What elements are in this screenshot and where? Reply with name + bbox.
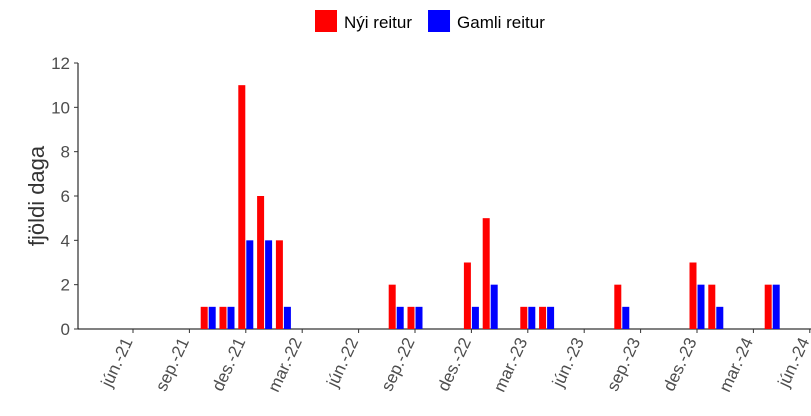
x-tick-label: jún.-21 bbox=[97, 335, 137, 391]
bar bbox=[388, 284, 396, 329]
bar bbox=[208, 306, 216, 329]
bar bbox=[265, 240, 273, 329]
x-tick-label: sep.-23 bbox=[603, 335, 644, 394]
bar bbox=[708, 284, 716, 329]
x-tick-label: sep.-22 bbox=[377, 335, 418, 394]
bar bbox=[415, 306, 423, 329]
x-tick-label: des.-22 bbox=[434, 335, 475, 394]
bar bbox=[200, 306, 208, 329]
bar bbox=[697, 284, 705, 329]
legend-label: Nýi reitur bbox=[344, 13, 412, 32]
bar bbox=[219, 306, 227, 329]
bar bbox=[539, 306, 547, 329]
x-tick-label: sep.-21 bbox=[152, 335, 193, 394]
bar bbox=[689, 262, 697, 329]
x-tick-label: mar.-23 bbox=[490, 335, 532, 395]
legend-label: Gamli reitur bbox=[457, 13, 545, 32]
bar bbox=[547, 306, 555, 329]
bar bbox=[238, 85, 246, 330]
y-tick-label: 4 bbox=[61, 231, 70, 250]
x-tick-label: mar.-22 bbox=[264, 335, 306, 395]
x-tick-label: des.-23 bbox=[659, 335, 700, 394]
y-tick-label: 2 bbox=[61, 276, 70, 295]
bar bbox=[482, 218, 490, 329]
bar bbox=[614, 284, 622, 329]
bar bbox=[283, 306, 291, 329]
x-tick-label: jún.-24 bbox=[774, 335, 811, 391]
x-tick-label: jún.-23 bbox=[548, 335, 588, 391]
y-tick-label: 0 bbox=[61, 320, 70, 339]
y-axis-label: fjöldi daga bbox=[24, 145, 49, 246]
y-tick-label: 10 bbox=[51, 98, 70, 117]
bar bbox=[622, 306, 630, 329]
y-tick-label: 12 bbox=[51, 54, 70, 73]
x-tick-label: jún.-22 bbox=[323, 335, 363, 391]
bar bbox=[246, 240, 254, 329]
legend-swatch bbox=[428, 10, 451, 32]
bar bbox=[772, 284, 780, 329]
bar bbox=[764, 284, 772, 329]
bar bbox=[396, 306, 404, 329]
y-tick-label: 8 bbox=[61, 143, 70, 162]
bar bbox=[490, 284, 498, 329]
bar bbox=[227, 306, 235, 329]
bar bbox=[407, 306, 415, 329]
x-tick-label: mar.-24 bbox=[715, 335, 757, 395]
x-tick-label: des.-21 bbox=[208, 335, 249, 394]
bar bbox=[716, 306, 724, 329]
bar bbox=[275, 240, 283, 329]
y-tick-label: 6 bbox=[61, 187, 70, 206]
bar bbox=[528, 306, 536, 329]
bar bbox=[471, 306, 479, 329]
legend-swatch bbox=[315, 10, 337, 32]
bar bbox=[520, 306, 528, 329]
bar bbox=[257, 196, 265, 329]
bar bbox=[463, 262, 471, 329]
